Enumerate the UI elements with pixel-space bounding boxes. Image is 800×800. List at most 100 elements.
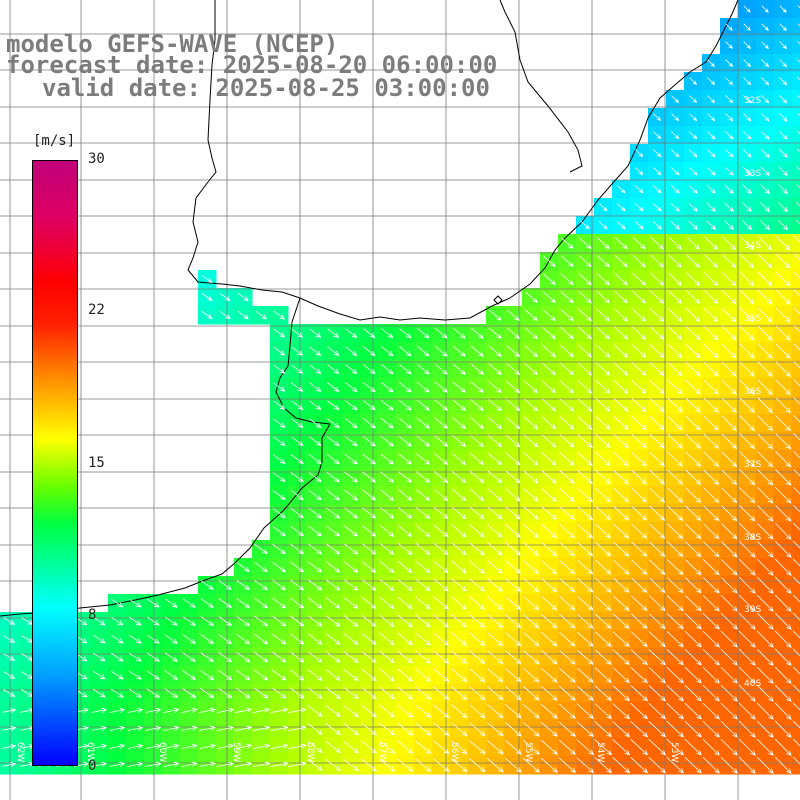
wind-arrow [433, 632, 450, 646]
wind-arrow [254, 633, 269, 645]
wind-arrow [686, 308, 701, 323]
wind-arrow [451, 650, 468, 664]
wind-arrow [488, 417, 503, 430]
wind-arrow [488, 327, 502, 339]
wind-arrow [416, 363, 430, 375]
wind-arrow [541, 470, 557, 484]
wind-arrow [273, 364, 286, 374]
wind-arrow [181, 743, 198, 749]
wind-arrow [308, 579, 323, 591]
wind-arrow [614, 344, 629, 358]
wind-arrow [344, 507, 359, 519]
wind-arrow [797, 59, 800, 63]
wind-cell [792, 198, 800, 217]
wind-arrow [542, 362, 557, 376]
wind-arrow [505, 614, 522, 629]
wind-arrow [616, 203, 626, 212]
colorbar-tick-22: 22 [88, 302, 105, 318]
wind-arrow [343, 705, 360, 718]
wind-arrow [666, 738, 684, 756]
wind-arrow [416, 381, 430, 393]
wind-arrow [272, 543, 287, 555]
wind-arrow [505, 488, 521, 502]
wind-arrow [792, 684, 800, 693]
wind-arrow [559, 470, 575, 484]
wind-arrow [722, 254, 737, 269]
wind-arrow [720, 523, 738, 540]
wind-arrow [779, 23, 787, 31]
longitude-label: 58W [305, 742, 315, 762]
wind-arrow [309, 346, 322, 356]
wind-arrow [379, 704, 396, 718]
wind-arrow [200, 652, 215, 663]
wind-arrow [630, 631, 648, 648]
wind-arrow [725, 113, 734, 122]
wind-arrow [667, 433, 683, 449]
wind-arrow [667, 415, 683, 431]
wind-arrow [634, 220, 644, 230]
wind-arrow [487, 506, 503, 520]
wind-arrow [307, 759, 323, 772]
longitude-label: 60W [157, 742, 167, 762]
wind-arrow [451, 542, 467, 556]
wind-arrow [127, 761, 144, 767]
colorbar-tick-0: 0 [88, 758, 97, 774]
wind-arrow [796, 112, 800, 117]
wind-arrow [433, 722, 450, 736]
wind-arrow [739, 397, 755, 413]
wind-arrow [198, 761, 216, 767]
wind-arrow [649, 362, 665, 377]
wind-arrow [541, 434, 557, 448]
wind-arrow [576, 667, 594, 683]
wind-arrow [630, 667, 648, 684]
wind-arrow [452, 417, 467, 429]
wind-arrow [667, 541, 684, 558]
wind-arrow [738, 630, 756, 648]
wind-arrow [486, 686, 504, 701]
wind-arrow [379, 579, 395, 592]
wind-arrow [218, 598, 233, 609]
wind-arrow [613, 559, 630, 575]
wind-arrow [668, 326, 683, 341]
wind-arrow [684, 595, 702, 612]
wind-arrow [792, 576, 800, 585]
wind-arrow [523, 542, 539, 556]
wind-arrow [541, 488, 557, 502]
wind-arrow [595, 595, 612, 611]
wind-arrow [634, 185, 644, 194]
wind-arrow [451, 524, 467, 538]
wind-arrow [688, 202, 698, 212]
wind-arrow [612, 613, 630, 629]
wind-arrow [397, 686, 414, 700]
wind-arrow [702, 630, 720, 648]
wind-arrow [667, 344, 683, 359]
wind-arrow [308, 436, 322, 447]
wind-arrow [451, 668, 468, 682]
wind-arrow [774, 612, 792, 630]
wind-arrow [577, 488, 593, 503]
wind-arrow [486, 739, 504, 755]
wind-arrow [756, 612, 774, 630]
wind-arrow [252, 725, 271, 732]
wind-arrow [631, 523, 648, 539]
wind-arrow [109, 761, 126, 767]
wind-arrow [578, 309, 593, 322]
wind-arrow [451, 704, 468, 718]
wind-arrow [721, 397, 737, 413]
wind-arrow [614, 272, 628, 286]
wind-arrow [738, 612, 756, 630]
wind-arrow [630, 702, 649, 720]
wind-arrow [666, 756, 684, 774]
wind-arrow [649, 398, 665, 413]
wind-arrow [325, 705, 341, 718]
wind-arrow [487, 596, 504, 610]
wind-arrow [684, 648, 702, 666]
wind-cell [792, 180, 800, 199]
wind-arrow [397, 722, 414, 736]
wind-cell [792, 342, 800, 361]
wind-arrow [792, 540, 800, 549]
wind-arrow [739, 415, 755, 431]
wind-cell [792, 234, 800, 253]
wind-arrow [522, 649, 540, 665]
wind-cell [792, 468, 800, 487]
